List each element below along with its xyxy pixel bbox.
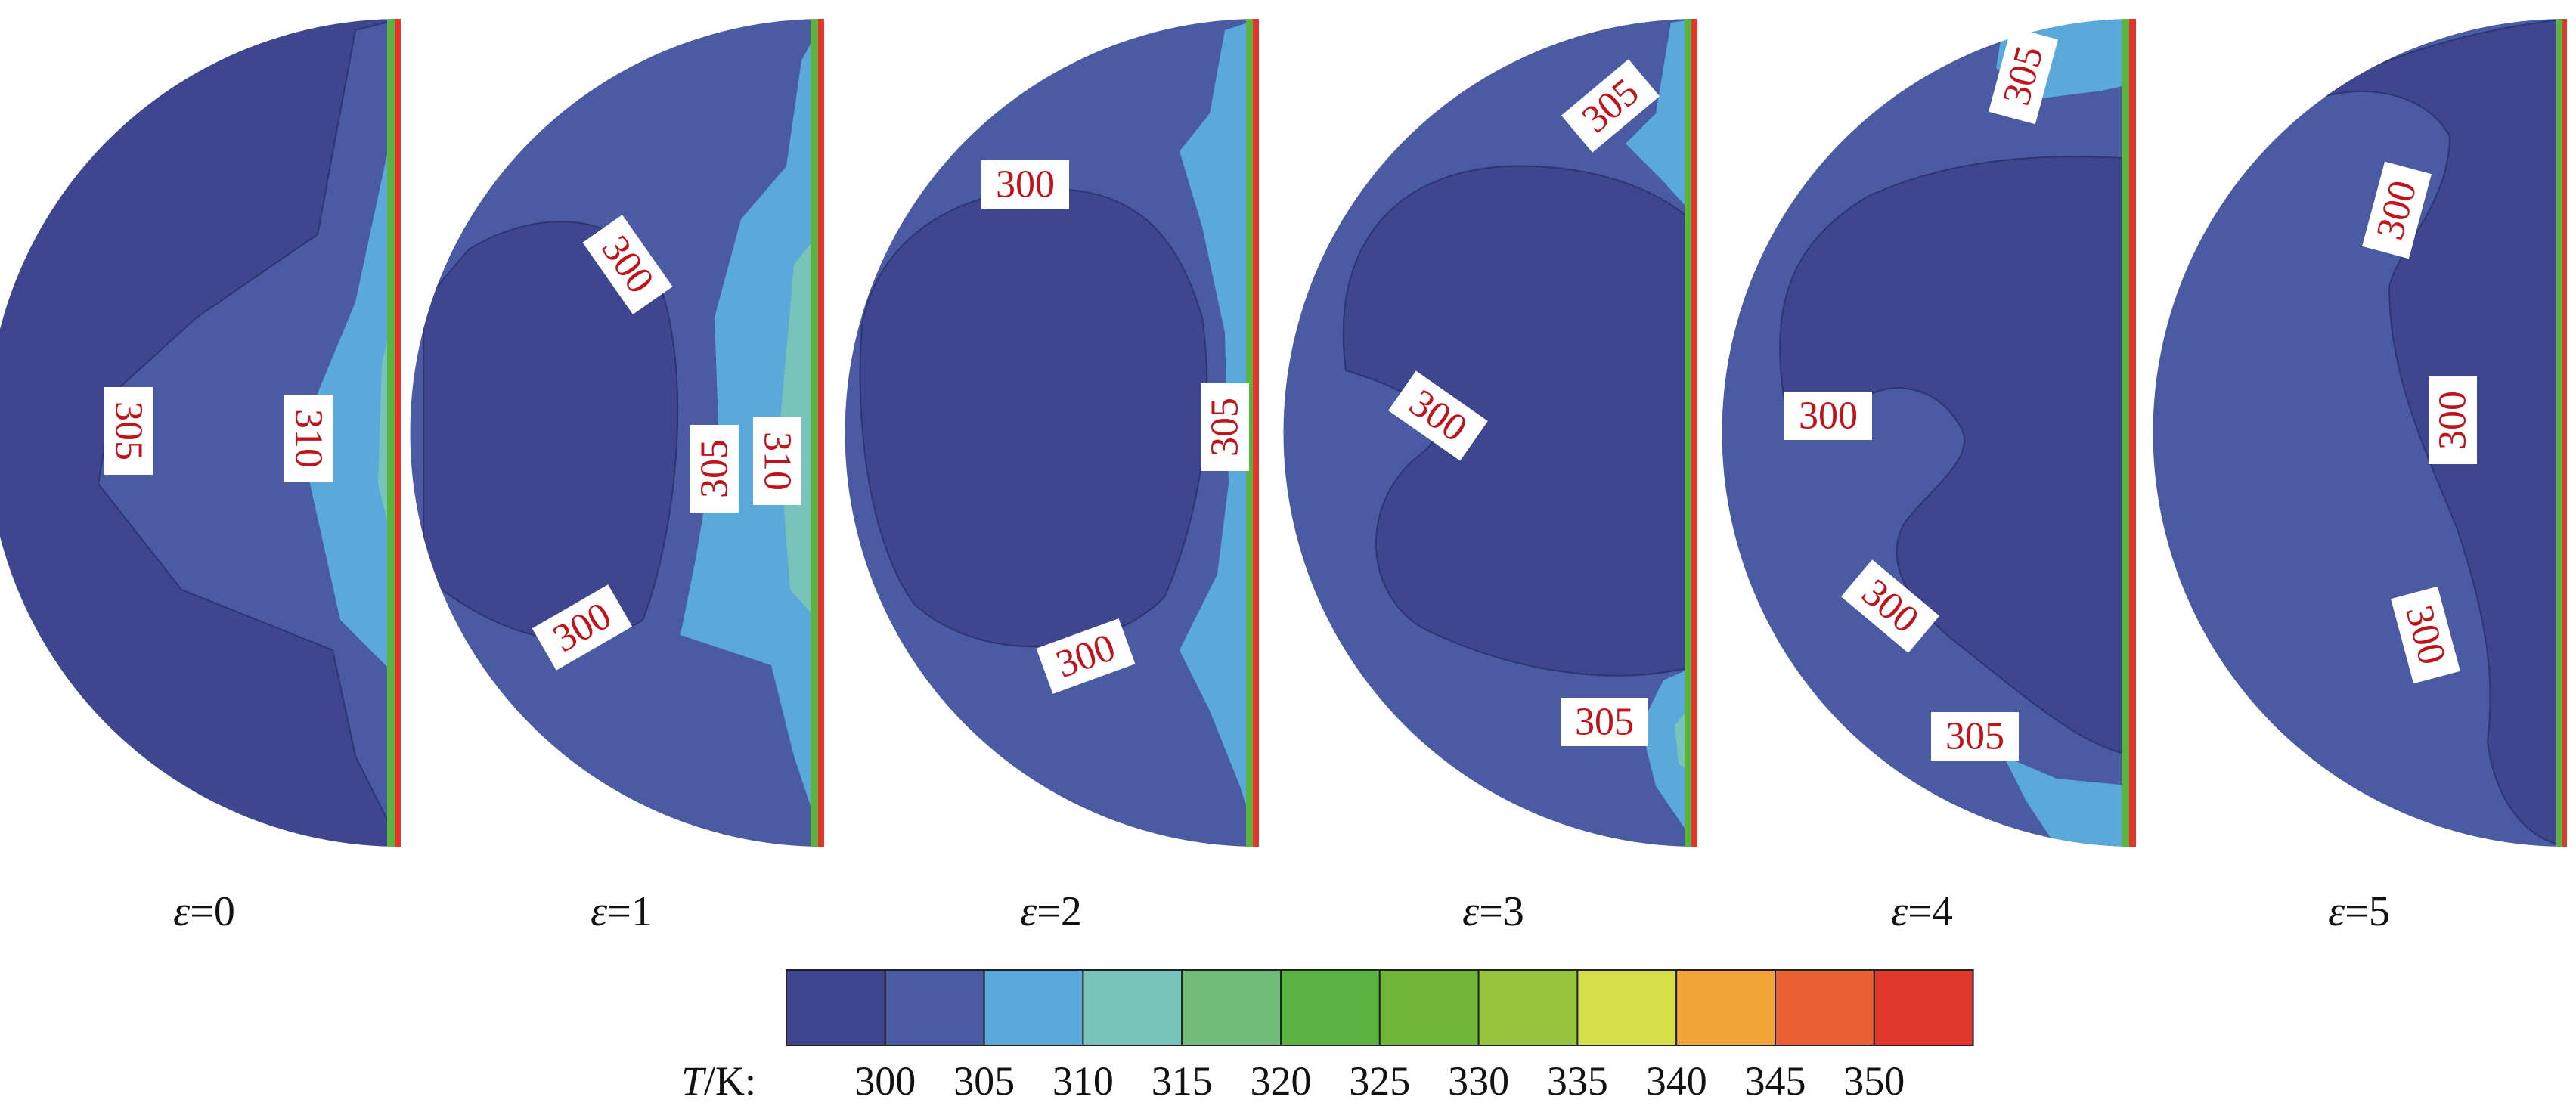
panel-caption: ε=2: [1020, 888, 1082, 935]
colorbar-tick-label: 330: [1448, 1058, 1509, 1104]
colorbar-tick-label: 345: [1745, 1058, 1806, 1104]
contour-label-text: 300: [1799, 395, 1858, 438]
colorbar-cell: [786, 969, 886, 1046]
contour-label: 310: [753, 417, 801, 505]
contour-field: [0, 19, 401, 847]
panel-eps-2: 300 305 300 ε=2: [845, 19, 1259, 935]
panel-eps-1: 300 305 310 300 ε=1: [410, 19, 824, 935]
colorbar-cell: [1576, 969, 1678, 1046]
panel-caption: ε=0: [173, 888, 235, 935]
contour-label: 305: [1201, 383, 1249, 471]
panel-eps-3: 305 300 305 ε=3: [1283, 19, 1697, 935]
contour-label-text: 305: [693, 439, 736, 498]
contour-label: 300: [2391, 586, 2460, 684]
colorbar-tick-label: 320: [1251, 1058, 1312, 1104]
contour-label: 305: [1931, 712, 2019, 761]
contour-label-text: 300: [996, 163, 1055, 206]
colorbar-cell: [1378, 969, 1480, 1046]
colorbar-cell: [1181, 969, 1282, 1046]
contour-label: 300: [1784, 392, 1872, 440]
panel-eps-4: 305 300 300 305 ε=4: [1722, 19, 2136, 935]
contour-label-text: 305: [1575, 701, 1634, 744]
colorbar-tick-label: 350: [1843, 1058, 1905, 1104]
contour-label-text: 310: [756, 432, 799, 491]
contour-label-text: 300: [2432, 391, 2475, 450]
contour-label: 305: [104, 387, 153, 475]
contour-label-text: 305: [1204, 398, 1247, 457]
contour-label: 300: [981, 160, 1069, 209]
colorbar-cell: [884, 969, 985, 1046]
contour-label: 300: [2429, 376, 2477, 464]
panel-caption: ε=3: [1462, 888, 1524, 935]
colorbar-tick-label: 310: [1052, 1058, 1114, 1104]
contour-label-text: 310: [287, 409, 330, 468]
panel-caption: ε=5: [2328, 888, 2390, 935]
colorbar-tick-label: 300: [854, 1058, 916, 1104]
colorbar-tick-label: 315: [1152, 1058, 1213, 1104]
contour-field: [2153, 19, 2567, 847]
colorbar-tick-label: 305: [953, 1058, 1015, 1104]
contour-label-text: 305: [107, 401, 150, 460]
panel-eps-5: 300 300 300 ε=5: [2153, 19, 2567, 935]
colorbar-axis-label: T/K:: [681, 1058, 756, 1104]
colorbar-cell: [1873, 969, 1974, 1046]
colorbar-cell: [1477, 969, 1579, 1046]
colorbar-cell: [1082, 969, 1183, 1046]
temperature-colorbar: 300 305 310 315 320 325 330 335 340 345 350: [786, 969, 1974, 1104]
colorbar-cell: [983, 969, 1084, 1046]
contour-label: 305: [1561, 698, 1648, 746]
colorbar-cell: [1675, 969, 1776, 1046]
contour-label: 305: [1989, 26, 2058, 125]
contour-label: 305: [690, 425, 739, 513]
contour-label: 310: [284, 395, 333, 482]
panel-caption: ε=1: [591, 888, 653, 935]
colorbar-cell: [1280, 969, 1381, 1046]
contour-label-text: 305: [1945, 715, 2004, 758]
contour-label: 300: [2362, 161, 2432, 259]
colorbar-cell: [1775, 969, 1875, 1046]
colorbar-tick-label: 325: [1349, 1058, 1410, 1104]
panel-eps-0: 305 310 ε=0: [0, 19, 401, 935]
colorbar-tick-label: 335: [1547, 1058, 1608, 1104]
panel-caption: ε=4: [1891, 888, 1953, 935]
colorbar-tick-label: 340: [1646, 1058, 1707, 1104]
